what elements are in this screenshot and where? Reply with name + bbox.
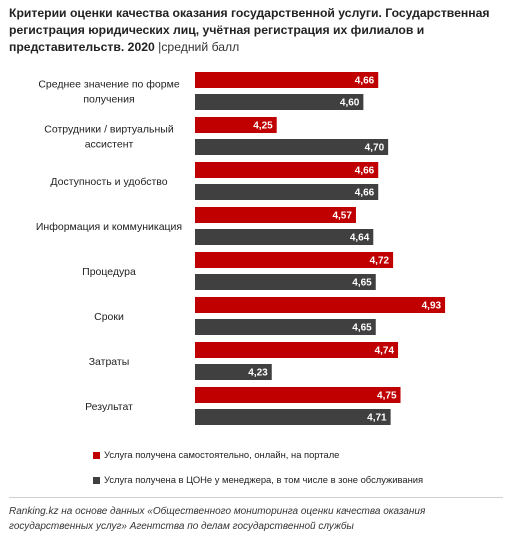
bar-s1-2	[195, 117, 277, 133]
footer-divider	[9, 497, 503, 498]
chart-title: Критерии оценки качества оказания госуда…	[9, 5, 504, 56]
bar-s1-4	[195, 207, 356, 223]
category-label-1-line-1: Среднее значение по форме	[38, 79, 179, 91]
data-label-s2-2: 4,70	[365, 143, 385, 154]
chart-subtitle: |средний балл	[158, 40, 240, 54]
bar-s2-4	[195, 229, 374, 245]
category-label-2-line-1: Сотрудники / виртуальный	[44, 124, 174, 136]
data-label-s1-1: 4,66	[355, 76, 375, 87]
chart-title-text: Критерии оценки качества оказания госуда…	[9, 6, 490, 54]
category-label-4: Информация и коммуникация	[36, 221, 182, 233]
category-label-7: Затраты	[89, 356, 130, 368]
data-label-s2-4: 4,64	[350, 233, 370, 244]
bar-s2-7	[195, 364, 272, 380]
data-label-s1-5: 4,72	[370, 256, 390, 267]
bar-s1-7	[195, 342, 399, 358]
legend-label-online: Услуга получена самостоятельно, онлайн, …	[104, 449, 340, 460]
bar-s1-3	[195, 162, 379, 178]
data-label-s1-3: 4,66	[355, 166, 375, 177]
bar-s2-5	[195, 274, 376, 290]
bar-s1-8	[195, 387, 401, 403]
bar-s2-8	[195, 409, 391, 425]
category-label-6: Сроки	[94, 311, 124, 323]
bar-s2-2	[195, 139, 389, 155]
bar-chart-svg: 4,66 4,60 Среднее значение по форме получен…	[36, 72, 446, 425]
data-label-s1-7: 4,74	[375, 346, 395, 357]
bar-chart: 4,66 4,60 Среднее значение по форме получен…	[0, 68, 512, 438]
legend-swatch-con	[93, 477, 100, 485]
data-label-s1-8: 4,75	[377, 391, 397, 402]
legend-label-con: Услуга получена в ЦОНе у менеджера, в то…	[104, 474, 424, 485]
data-label-s2-7: 4,23	[248, 368, 268, 379]
category-label-1-line-2: получения	[83, 94, 134, 106]
bar-s2-6	[195, 319, 376, 335]
data-label-s1-4: 4,57	[332, 211, 352, 222]
category-label-2-line-2: ассистент	[85, 139, 134, 151]
legend-item-con: Услуга получена в ЦОНе у менеджера, в то…	[93, 474, 503, 485]
legend-swatch-online	[93, 452, 100, 460]
category-label-8: Результат	[85, 401, 133, 413]
data-label-s2-5: 4,65	[352, 278, 372, 289]
data-label-s1-6: 4,93	[422, 301, 442, 312]
data-label-s2-6: 4,65	[352, 323, 372, 334]
source-note: Ranking.kz на основе данных «Общественно…	[9, 506, 426, 532]
category-label-3: Доступность и удобство	[50, 176, 167, 188]
data-label-s1-2: 4,25	[253, 121, 273, 132]
bar-s1-6	[195, 297, 446, 313]
legend-item-online: Услуга получена самостоятельно, онлайн, …	[93, 449, 503, 460]
data-label-s2-8: 4,71	[367, 413, 387, 424]
bar-s2-3	[195, 184, 379, 200]
bar-s1-5	[195, 252, 394, 268]
data-label-s2-1: 4,60	[340, 98, 360, 109]
data-label-s2-3: 4,66	[355, 188, 375, 199]
bar-s2-1	[195, 94, 364, 110]
bar-s1-1	[195, 72, 379, 88]
category-label-5: Процедура	[82, 266, 136, 278]
